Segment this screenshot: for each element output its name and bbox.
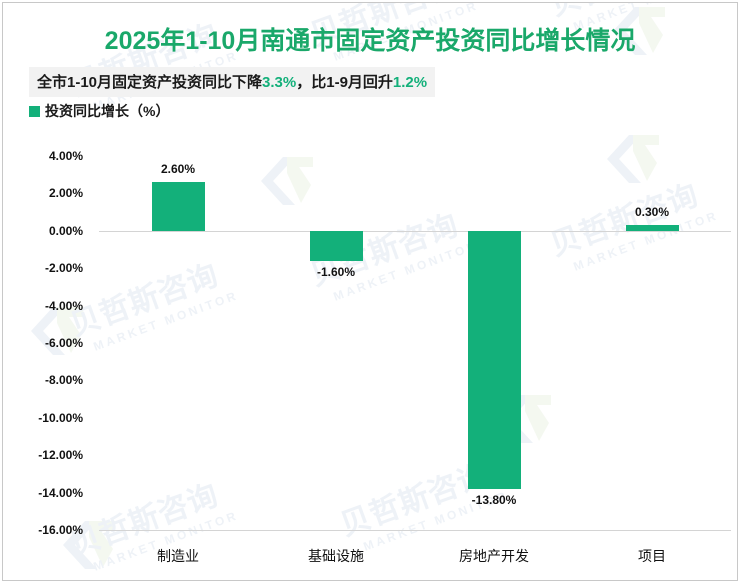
zero-baseline bbox=[99, 230, 731, 232]
y-axis-tick-label: -12.00% bbox=[38, 448, 83, 463]
subtitle-highlight: 3.3% bbox=[262, 74, 297, 91]
y-axis-tick-label: -16.00% bbox=[38, 523, 83, 537]
bar-value-label: 2.60% bbox=[160, 162, 196, 177]
y-axis-tick-label: -2.00% bbox=[44, 261, 83, 276]
y-axis-tick-label: 2.00% bbox=[48, 186, 83, 201]
chart-legend: 投资同比增长（%） bbox=[29, 101, 169, 121]
legend-swatch bbox=[29, 105, 40, 117]
bar-value-label: -13.80% bbox=[471, 492, 517, 507]
bar[interactable] bbox=[625, 225, 679, 231]
y-axis-tick-label: -8.00% bbox=[44, 373, 83, 388]
subtitle-text: 全市1-10月固定资产投资同比下降 bbox=[37, 74, 263, 91]
legend-label: 投资同比增长（%） bbox=[45, 103, 170, 119]
chart-title: 2025年1-10月南通市固定资产投资同比增长情况 bbox=[104, 27, 636, 55]
y-axis-tick-label: 4.00% bbox=[48, 149, 83, 163]
y-axis-tick-label: -10.00% bbox=[38, 410, 83, 425]
x-axis-category-label: 制造业 bbox=[157, 548, 199, 564]
y-axis-tick-label: -4.00% bbox=[44, 298, 83, 313]
subtitle-highlight: 1.2% bbox=[392, 74, 428, 91]
bar-value-label: 0.30% bbox=[634, 205, 670, 220]
y-axis-tick-label: -14.00% bbox=[38, 485, 83, 500]
x-axis-category-label: 房地产开发 bbox=[459, 548, 529, 564]
chart-subtitle: 全市1-10月固定资产投资同比下降3.3%，比1-9月回升1.2% bbox=[29, 67, 436, 97]
subtitle-text: ，比1-9月回升 bbox=[296, 74, 393, 91]
x-axis-category-label: 项目 bbox=[638, 548, 666, 564]
y-axis-tick-label: 0.00% bbox=[48, 223, 83, 238]
bar[interactable] bbox=[467, 230, 521, 489]
plot-area: 4.00% 2.00% 0.00% -2.00% -4.00% -6.00% -8.00% -… bbox=[3, 3, 737, 580]
bar-value-label: -1.60% bbox=[316, 264, 356, 279]
x-axis-line bbox=[99, 530, 731, 531]
bar[interactable] bbox=[309, 230, 363, 261]
x-axis-category-label: 基础设施 bbox=[308, 548, 364, 564]
bar[interactable] bbox=[151, 182, 205, 231]
y-axis-tick-label: -6.00% bbox=[44, 336, 83, 350]
